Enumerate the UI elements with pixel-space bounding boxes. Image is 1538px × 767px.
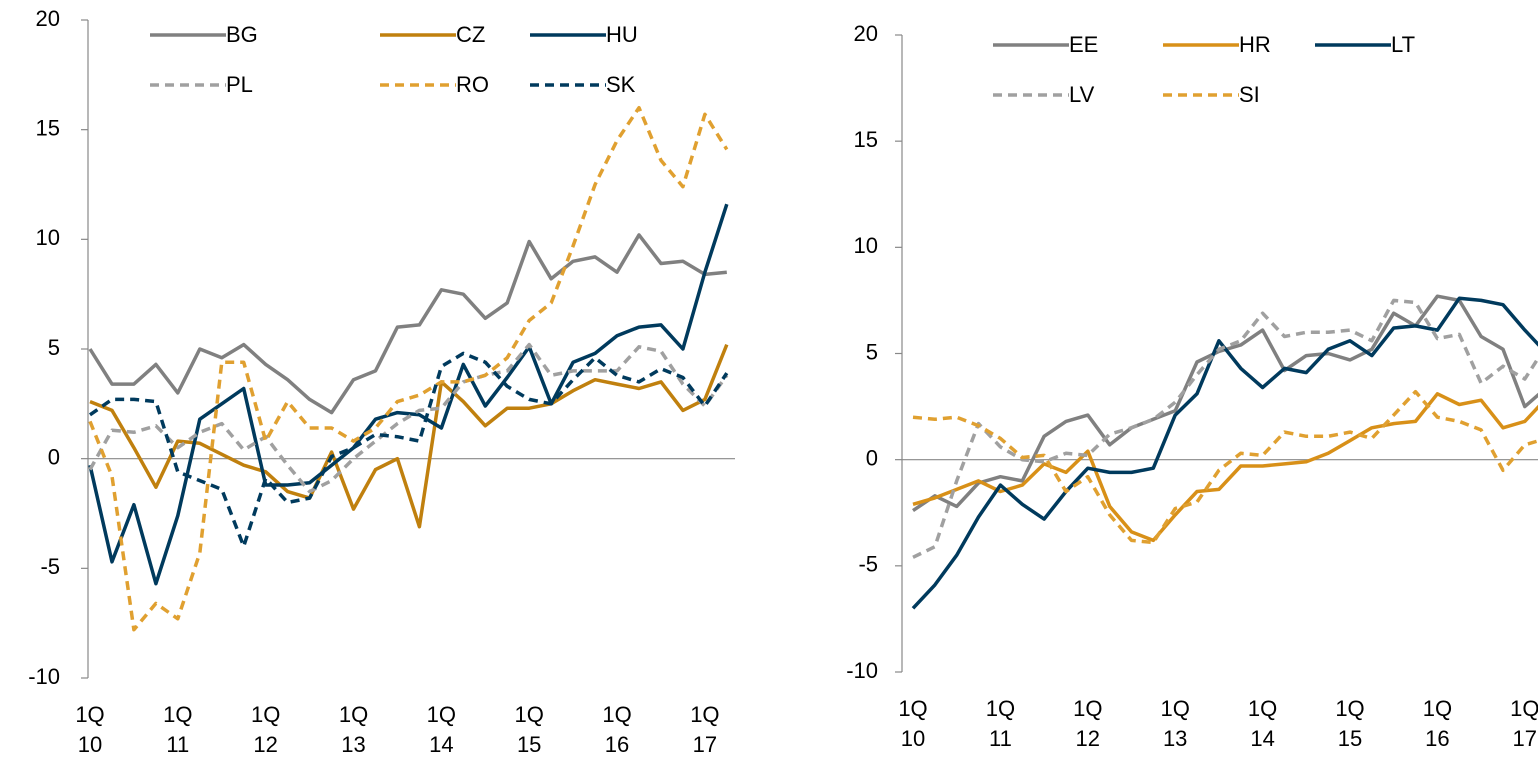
series-line [912, 392, 1538, 543]
legend-label: LV [1069, 82, 1095, 107]
y-tick-label: 0 [866, 445, 878, 470]
x-tick-label: 1Q 14 [426, 702, 457, 757]
y-tick-label: 5 [866, 339, 878, 364]
y-tick-label: 20 [854, 21, 878, 46]
y-tick-label: 15 [854, 127, 878, 152]
series-line [88, 233, 727, 415]
x-tick-label: 1Q 17 [690, 702, 720, 757]
x-tick-label: 1Q 12 [1073, 696, 1103, 751]
legend-label: LT [1391, 32, 1415, 57]
legend-label: PL [226, 72, 253, 97]
x-tick-label: 1Q 12 [250, 702, 281, 757]
y-tick-label: -10 [846, 658, 878, 683]
y-tick-label: 10 [854, 233, 878, 258]
x-tick-label: 1Q 14 [1247, 696, 1278, 751]
x-tick-label: 1Q 17 [1510, 696, 1538, 751]
x-tick-label: 1Q 13 [338, 702, 369, 757]
legend-label: SK [606, 72, 636, 97]
y-tick-label: 0 [48, 444, 60, 469]
series-line [88, 342, 729, 494]
series-line [88, 351, 729, 549]
x-tick-label: 1Q 15 [1335, 696, 1365, 751]
series-line [88, 105, 729, 632]
legend-label: HR [1239, 32, 1271, 57]
legend-label: SI [1239, 82, 1260, 107]
x-tick-label: 1Q 15 [514, 702, 544, 757]
series-line [89, 343, 729, 529]
legend-label: CZ [456, 22, 485, 47]
legend-label: EE [1069, 32, 1098, 57]
chart: -10 -5 0 5 10 15 20 BG CZ HU PL RO SK [28, 6, 735, 689]
y-tick-label: -5 [858, 552, 878, 577]
x-tick-label: 1Q 10 [75, 702, 105, 757]
legend-label: RO [456, 72, 489, 97]
x-tick-label: 1Q 16 [602, 702, 632, 757]
series-line [911, 296, 1538, 610]
x-tick-label: 1Q 16 [1422, 696, 1453, 751]
legend-label: HU [606, 22, 638, 47]
x-tick-label: 1Q 10 [898, 696, 928, 751]
series-line [912, 389, 1538, 545]
y-tick-label: -5 [40, 554, 60, 579]
series-line [912, 294, 1538, 513]
y-tick-label: 20 [36, 6, 60, 31]
x-tick-label: 1Q 13 [1160, 696, 1190, 751]
legend-label: BG [226, 22, 258, 47]
x-tick-label: 1Q 11 [163, 702, 193, 757]
y-tick-label: 15 [36, 115, 60, 140]
x-tick-label: 1Q 11 [985, 696, 1016, 751]
y-tick-label: 5 [48, 335, 60, 360]
series-line [912, 298, 1538, 559]
y-tick-label: 10 [36, 225, 60, 250]
y-tick-label: -10 [28, 664, 60, 689]
series-line [88, 203, 729, 586]
chart: -10 -5 0 5 10 15 20 EE HR LT LV SI [846, 21, 1538, 683]
